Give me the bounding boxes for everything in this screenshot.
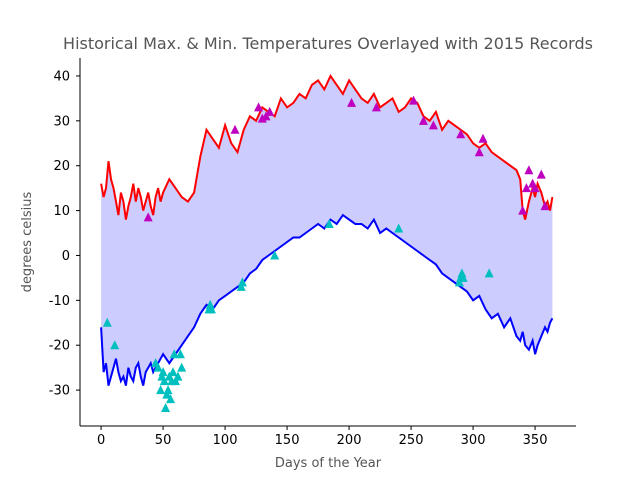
record-high-marker	[254, 102, 264, 112]
record-low-marker	[394, 223, 404, 233]
chart-title: Historical Max. & Min. Temperatures Over…	[63, 34, 593, 53]
record-low-marker	[237, 277, 247, 287]
x-tick-label: 250	[399, 433, 424, 448]
record-low-marker	[168, 367, 178, 377]
record-low-marker	[156, 385, 166, 395]
x-axis-label: Days of the Year	[275, 456, 382, 471]
y-tick-label: -10	[49, 294, 70, 309]
record-high-marker	[518, 205, 528, 215]
record-low-markers	[102, 219, 494, 413]
record-high-marker	[474, 147, 484, 157]
x-axis-ticks: 0 50 100 150 200 250 300 350	[97, 426, 548, 448]
record-high-markers	[143, 95, 550, 222]
y-tick-label: 30	[53, 114, 70, 129]
x-tick-label: 50	[155, 433, 172, 448]
record-high-marker	[347, 97, 357, 107]
historical-max-line	[100, 73, 554, 220]
record-low-marker	[102, 317, 112, 327]
historical-range-band	[101, 76, 553, 386]
record-high-marker	[478, 133, 488, 143]
record-low-marker	[173, 371, 183, 381]
x-tick-label: 300	[461, 433, 486, 448]
x-tick-label: 350	[523, 433, 548, 448]
record-high-marker	[536, 169, 546, 179]
record-low-marker	[158, 367, 168, 377]
record-high-marker	[428, 120, 438, 130]
record-low-marker	[270, 250, 280, 260]
record-low-marker	[166, 394, 176, 404]
record-low-marker	[484, 268, 494, 278]
record-low-marker	[175, 349, 185, 359]
record-high-marker	[530, 183, 540, 193]
record-high-marker	[230, 124, 240, 134]
record-high-marker	[456, 129, 466, 139]
y-axis-label: degrees celsius	[20, 191, 35, 292]
record-high-marker	[409, 95, 419, 105]
y-axis-ticks: -30 -20 -10 0 10 20 30 40	[49, 69, 80, 399]
record-high-marker	[540, 201, 550, 211]
historical-min-line	[100, 213, 554, 386]
record-low-marker	[206, 304, 216, 314]
y-tick-label: -30	[49, 384, 70, 399]
record-high-marker	[371, 102, 381, 112]
x-tick-label: 100	[213, 433, 238, 448]
record-high-marker	[143, 212, 153, 222]
record-low-marker	[159, 376, 169, 386]
record-high-marker	[521, 183, 531, 193]
y-tick-label: 20	[53, 159, 70, 174]
record-low-marker	[177, 362, 187, 372]
y-tick-label: -20	[49, 339, 70, 354]
record-low-marker	[163, 385, 173, 395]
x-tick-label: 0	[97, 433, 105, 448]
record-low-marker	[161, 403, 171, 413]
y-tick-label: 10	[53, 204, 70, 219]
record-high-marker	[418, 115, 428, 125]
x-tick-label: 200	[337, 433, 362, 448]
record-low-marker	[458, 272, 468, 282]
record-low-marker	[153, 362, 163, 372]
record-low-marker	[110, 340, 120, 350]
plot-area	[100, 73, 554, 413]
record-high-marker	[524, 165, 534, 175]
record-low-marker	[169, 349, 179, 359]
record-low-marker	[324, 219, 334, 229]
x-tick-label: 150	[275, 433, 300, 448]
record-high-marker	[265, 106, 275, 116]
y-tick-label: 40	[53, 69, 70, 84]
y-tick-label: 0	[62, 249, 70, 264]
